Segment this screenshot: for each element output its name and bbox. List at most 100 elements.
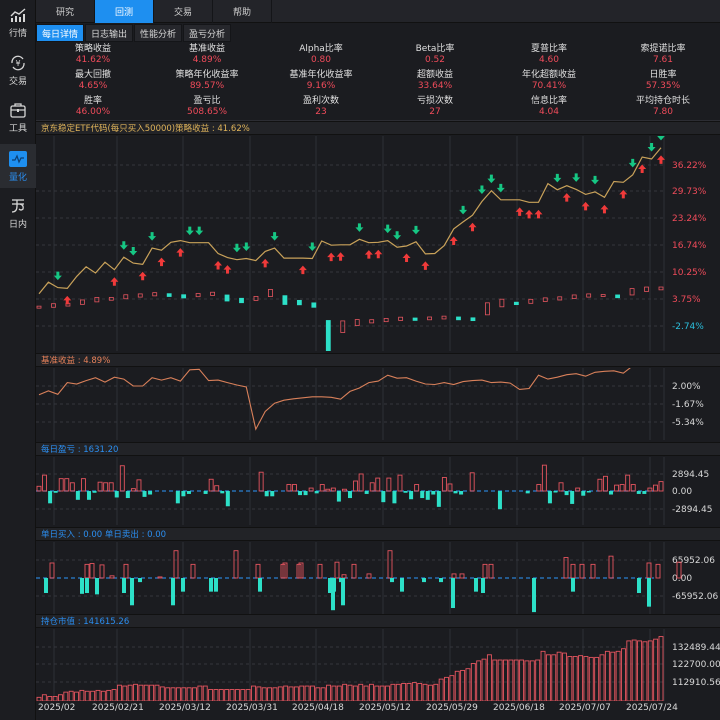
subtab-daily-detail[interactable]: 每日详情: [36, 24, 85, 42]
stat-value: 508.65%: [186, 107, 228, 117]
stat-value: 0.80: [310, 55, 332, 65]
stat-label: 盈亏比: [193, 96, 221, 106]
sidebar-item-market[interactable]: 行情: [0, 6, 36, 40]
stat-value: 27: [429, 107, 441, 117]
stat-label: 盈利次数: [302, 96, 339, 106]
stat-label: 平均持仓时长: [635, 96, 690, 106]
sidebar-item-tools[interactable]: 工具: [0, 101, 36, 135]
stat-label: 策略收益: [74, 44, 111, 54]
stat-strategy-return: 策略收益 41.62%: [36, 43, 150, 69]
stat-value: 7.80: [652, 107, 674, 117]
stat-label: 信息比率: [530, 96, 567, 106]
stat-value: 33.64%: [417, 81, 453, 91]
svg-text:23.24%: 23.24%: [672, 214, 707, 224]
tab-backtest[interactable]: 回测: [95, 0, 154, 23]
x-tick-label: 2025/07/24: [626, 703, 678, 713]
stat-label: 日胜率: [649, 70, 677, 80]
stat-value: 4.89%: [192, 55, 222, 65]
stats-grid: 策略收益 41.62% 基准收益 4.89% Alpha比率 0.80 Beta比率 0…: [36, 43, 720, 121]
stat-value: 46.00%: [75, 107, 111, 117]
sidebar-item-label: 日内: [8, 220, 27, 230]
svg-text:65952.06: 65952.06: [672, 556, 715, 566]
stat-win-rate: 胜率 46.00%: [36, 95, 150, 121]
stat-value: 70.41%: [531, 81, 567, 91]
stat-value: 4.65%: [78, 81, 108, 91]
sidebar-item-label: 工具: [8, 124, 27, 134]
stat-label: 夏普比率: [530, 44, 567, 54]
sidebar-item-quant[interactable]: 量化: [0, 144, 36, 188]
stat-daily-win-rate: 日胜率 57.35%: [606, 69, 720, 95]
stat-excess-return: 超额收益 33.64%: [378, 69, 492, 95]
x-tick-label: 2025/05/12: [359, 703, 411, 713]
stat-label: 基准收益: [188, 44, 225, 54]
benchmark-panel-title: 基准收益 : 4.89%: [36, 353, 720, 367]
quant-pulse-icon: [8, 150, 28, 168]
main-panel-title: 京东稳定ETF代码(每只买入50000)策略收益 : 41.62%: [36, 121, 720, 135]
benchmark-return-chart[interactable]: 2.00% -1.67% -5.34%: [36, 368, 720, 440]
toolbox-icon: [8, 101, 28, 119]
stat-label: 年化超额收益: [521, 70, 576, 80]
sidebar-item-label: 交易: [8, 77, 27, 87]
stat-loss-count: 亏损次数 27: [378, 95, 492, 121]
subtab-log-output[interactable]: 日志输出: [85, 24, 134, 42]
svg-text:-5.34%: -5.34%: [672, 418, 704, 428]
stat-value: 4.04: [538, 107, 560, 117]
yuan-cycle-icon: ¥: [8, 54, 28, 72]
svg-text:-1.67%: -1.67%: [672, 400, 704, 410]
stat-info-ratio: 信息比率 4.04: [492, 95, 606, 121]
svg-text:3.75%: 3.75%: [672, 295, 701, 305]
holdings-value-chart[interactable]: 132489.44 122700.00 112910.56: [36, 629, 720, 701]
sidebar-item-intraday[interactable]: 日内: [0, 197, 36, 231]
market-chart-icon: [8, 6, 28, 24]
stat-beta: Beta比率 0.52: [378, 43, 492, 69]
x-tick-label: 2025/06/18: [493, 703, 545, 713]
buy-sell-chart[interactable]: 65952.06 0.00 -65952.06: [36, 542, 720, 614]
stat-value: 4.60: [538, 55, 560, 65]
sidebar: 行情 ¥ 交易 工具 量化 日内: [0, 0, 36, 720]
svg-text:2.00%: 2.00%: [672, 382, 701, 392]
stat-annual-excess: 年化超额收益 70.41%: [492, 69, 606, 95]
tab-help[interactable]: 帮助: [213, 0, 272, 23]
svg-text:10.25%: 10.25%: [672, 268, 707, 278]
stat-value: 7.61: [652, 55, 674, 65]
stat-strategy-annual: 策略年化收益率 89.57%: [150, 69, 264, 95]
stat-label: 超额收益: [416, 70, 453, 80]
svg-text:132489.44: 132489.44: [672, 643, 720, 653]
stat-pnl-ratio: 盈亏比 508.65%: [150, 95, 264, 121]
svg-text:0.00: 0.00: [672, 574, 692, 584]
stat-label: 索提诺比率: [640, 44, 686, 54]
svg-text:-2.74%: -2.74%: [672, 322, 704, 332]
stat-win-count: 盈利次数 23: [264, 95, 378, 121]
stat-value: 9.16%: [306, 81, 336, 91]
svg-text:0.00: 0.00: [672, 487, 692, 497]
svg-text:-65952.06: -65952.06: [672, 592, 718, 602]
daily-pnl-chart[interactable]: 2894.45 0.00 -2894.45: [36, 457, 720, 525]
holdings-panel-title: 持仓市值 : 141615.26: [36, 614, 720, 628]
stat-alpha: Alpha比率 0.80: [264, 43, 378, 69]
stat-benchmark-return: 基准收益 4.89%: [150, 43, 264, 69]
stat-value: 23: [315, 107, 327, 117]
stat-value: 41.62%: [75, 55, 111, 65]
intraday-icon: [8, 197, 28, 215]
stat-label: 胜率: [83, 96, 102, 106]
x-tick-label: 2025/02: [38, 703, 76, 713]
strategy-return-chart[interactable]: 36.22% 29.73% 23.24% 16.74% 10.25% 3.75% -2.74…: [36, 136, 720, 351]
svg-text:2894.45: 2894.45: [672, 470, 709, 480]
x-tick-label: 2025/03/12: [159, 703, 211, 713]
stat-label: 最大回撤: [74, 70, 111, 80]
tab-trade[interactable]: 交易: [154, 0, 213, 23]
stat-benchmark-annual: 基准年化收益率 9.16%: [264, 69, 378, 95]
stat-sortino: 索提诺比率 7.61: [606, 43, 720, 69]
svg-text:-2894.45: -2894.45: [672, 505, 712, 515]
stat-avg-hold: 平均持仓时长 7.80: [606, 95, 720, 121]
subtab-pnl-analysis[interactable]: 盈亏分析: [183, 24, 232, 42]
x-tick-label: 2025/05/29: [426, 703, 478, 713]
sidebar-item-trade[interactable]: ¥ 交易: [0, 54, 36, 88]
svg-text:16.74%: 16.74%: [672, 241, 707, 251]
subtab-performance[interactable]: 性能分析: [134, 24, 183, 42]
tab-research[interactable]: 研究: [36, 0, 95, 23]
top-tabs: 研究 回测 交易 帮助: [36, 0, 720, 23]
stat-label: Alpha比率: [299, 44, 343, 54]
stat-max-drawdown: 最大回撤 4.65%: [36, 69, 150, 95]
sub-tabs: 每日详情 日志输出 性能分析 盈亏分析: [36, 24, 720, 43]
